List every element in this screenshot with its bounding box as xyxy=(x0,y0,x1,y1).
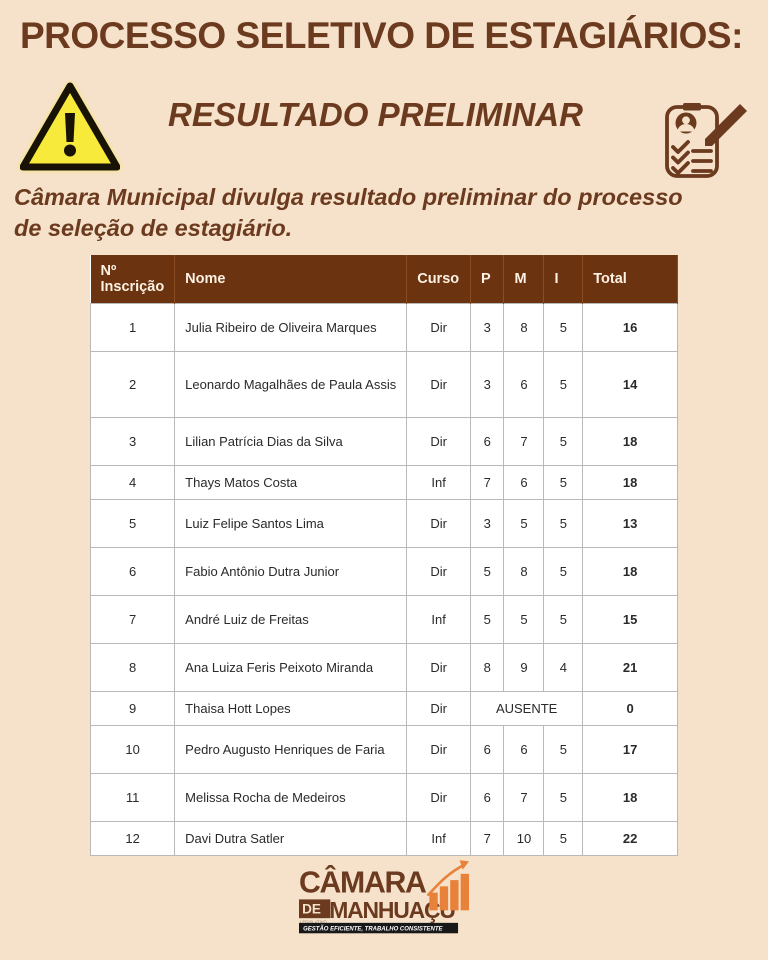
svg-text:CÂMARA: CÂMARA xyxy=(299,866,427,900)
svg-text:DE: DE xyxy=(302,901,321,916)
svg-text:GESTÃO EFICIENTE, TRABALHO CON: GESTÃO EFICIENTE, TRABALHO CONSISTENTE xyxy=(303,925,443,932)
